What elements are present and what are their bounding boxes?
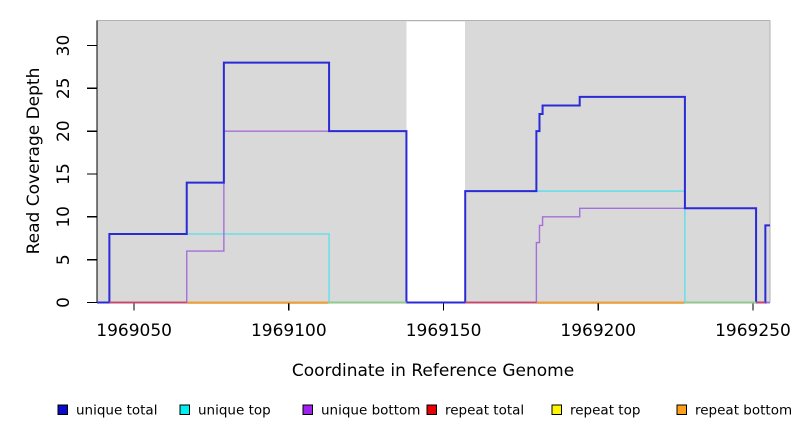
y-tick-label: 15 [54,163,74,185]
series-layer [97,61,770,304]
legend-marker-unique-total [57,404,68,415]
y-tick-label: 25 [54,78,74,100]
y-tick-label: 30 [54,35,74,57]
legend-marker-repeat-bottom [676,404,687,415]
legend: unique total unique top unique bottom repea… [57,403,792,419]
legend-marker-unique-bottom [302,404,313,415]
legend-label: unique total [76,403,157,419]
legend-label: unique bottom [321,403,420,419]
legend-label: repeat total [445,403,524,419]
x-tick-label: 1969150 [406,321,482,341]
legend-marker-unique-top [179,404,190,415]
x-axis-title: Coordinate in Reference Genome [292,361,574,381]
y-tick-label: 20 [54,120,74,142]
x-tick-label: 1969200 [560,321,636,341]
x-tick-label: 1969050 [96,321,172,341]
legend-label: repeat bottom [695,403,792,419]
axis-layer: 1969050 1969100 1969150 1969200 1969250 0 5 10 1… [54,35,791,341]
legend-marker-repeat-top [551,404,562,415]
series-unique-bottom-line [97,130,770,304]
y-tick-label: 0 [54,297,74,308]
series-unique-total-line [97,61,770,304]
legend-label: unique top [198,403,271,419]
x-tick-label: 1969250 [715,321,791,341]
no-data-gap [406,21,466,303]
legend-label: repeat top [570,403,640,419]
plot-background-layer [96,19,771,304]
x-tick-label: 1969100 [251,321,327,341]
legend-marker-repeat-total [426,404,437,415]
y-tick-label: 10 [54,206,74,228]
y-axis-title: Read Coverage Depth [24,68,44,255]
y-tick-label: 5 [54,254,74,265]
